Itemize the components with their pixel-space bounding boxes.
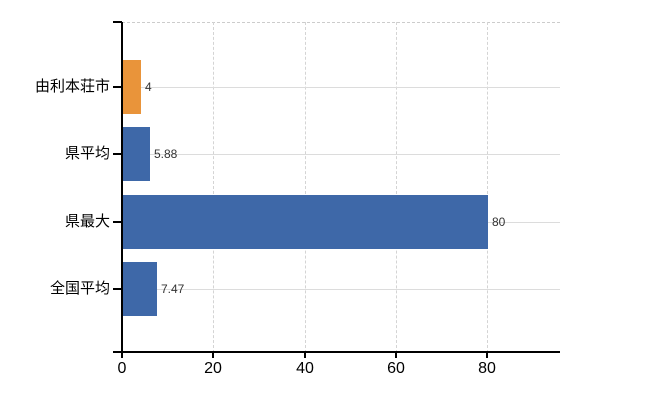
h-gridline-3	[123, 289, 560, 290]
v-gridline-20	[213, 22, 214, 353]
v-gridline-80	[487, 22, 488, 353]
x-axis-tick-label-0: 0	[117, 360, 127, 377]
bar-value-label-1: 5.88	[154, 147, 178, 161]
h-gridline-0	[123, 87, 560, 88]
bar-value-label-2: 80	[492, 215, 506, 229]
x-axis-tick-80	[486, 353, 488, 358]
y-axis-tick-1	[113, 153, 122, 155]
bar-0	[123, 60, 141, 114]
x-axis-tick-label-80: 80	[478, 360, 496, 377]
y-axis-tick-0	[113, 86, 122, 88]
category-label-1: 県平均	[64, 145, 110, 162]
v-gridline-40	[305, 22, 306, 353]
bar-3	[123, 262, 157, 316]
y-axis-line	[121, 22, 123, 354]
y-axis-tick-2	[113, 221, 122, 223]
x-axis-tick-60	[395, 353, 397, 358]
h-gridline-1	[123, 154, 560, 155]
x-axis-tick-20	[212, 353, 214, 358]
x-axis-tick-0	[121, 353, 123, 358]
plot-top-border	[122, 22, 560, 23]
category-label-0: 由利本荘市	[34, 78, 110, 95]
bar-value-label-0: 4	[145, 80, 152, 94]
x-axis-tick-label-20: 20	[204, 360, 222, 377]
y-axis-tick-3	[113, 288, 122, 290]
y-axis-end-tick-top	[113, 21, 122, 23]
x-axis-tick-label-60: 60	[387, 360, 405, 377]
bar-value-label-3: 7.47	[161, 282, 185, 296]
category-label-2: 県最大	[64, 213, 110, 230]
bar-1	[123, 127, 150, 181]
bar-2	[123, 195, 488, 249]
y-axis-end-tick-bottom	[113, 351, 122, 353]
v-gridline-60	[396, 22, 397, 353]
x-axis-line	[121, 351, 560, 353]
x-axis-tick-label-40: 40	[296, 360, 314, 377]
x-axis-tick-40	[304, 353, 306, 358]
category-label-3: 全国平均	[49, 280, 110, 297]
